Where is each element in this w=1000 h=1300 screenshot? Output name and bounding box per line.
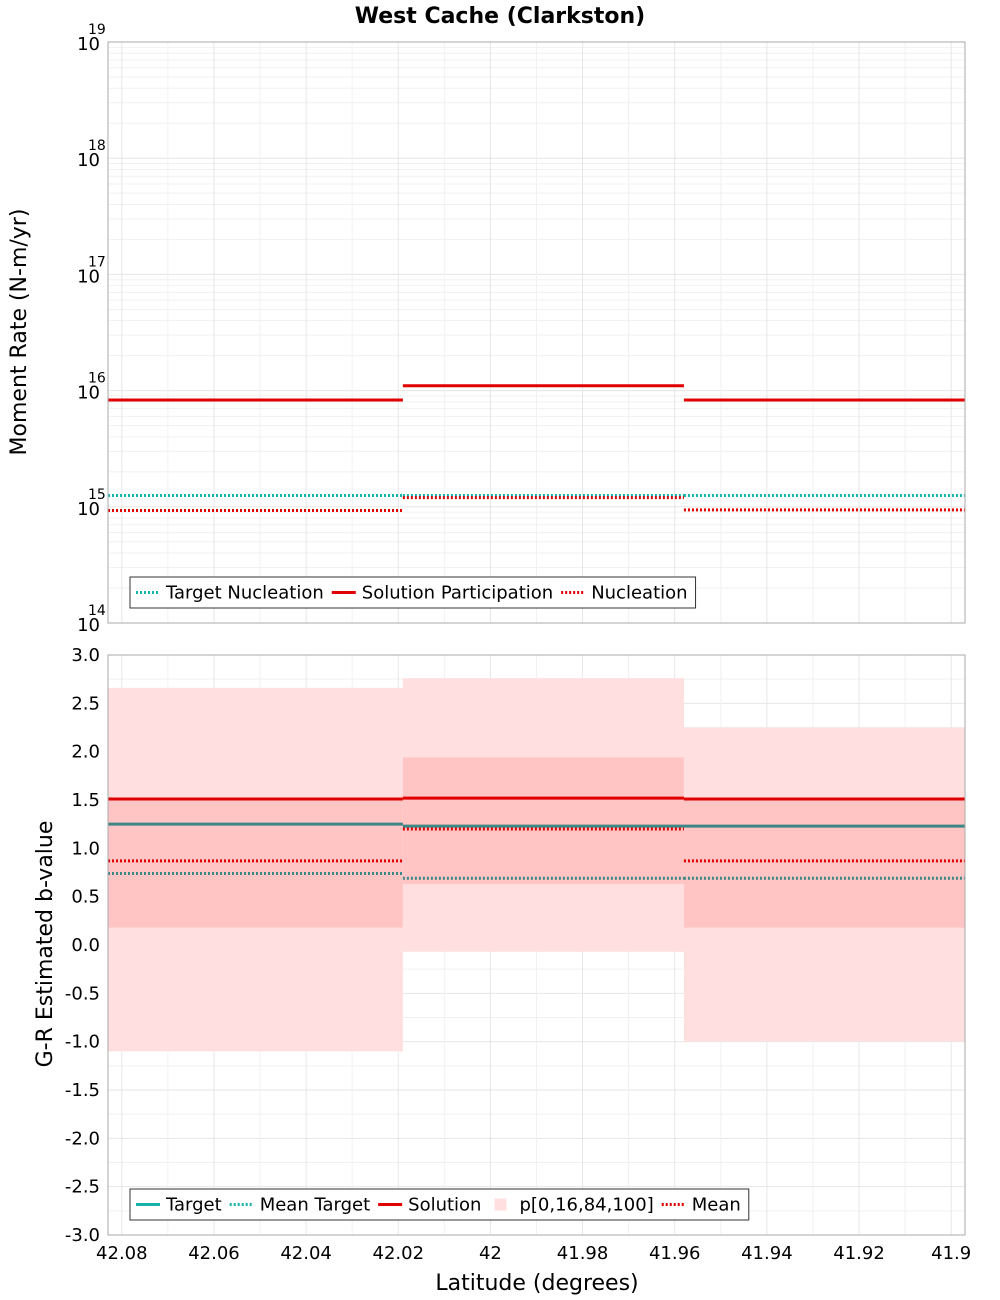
b-value-panel: 3.0 2.5 2.0 1.5 1.0 0.5 0.0 -0.5 -1.0 -1.5 -2.0 -2.… [33,645,971,1264]
legend-label: Solution [408,1195,481,1216]
y-tick-label: 10 [77,34,100,55]
y-tick-label: -2.5 [65,1177,100,1198]
y-tick-label: 10 [77,150,100,171]
band-p16-p84 [402,757,684,885]
y-tick-label: 0.5 [71,887,100,908]
y-tick-label: 3.0 [71,645,100,666]
legend-label: Nucleation [591,583,687,604]
moment-rate-series [108,384,965,512]
y-tick-exponent: 14 [88,603,106,619]
y-tick-label: -0.5 [65,983,100,1004]
legend-label: Mean [692,1195,741,1216]
y-tick-exponent: 19 [88,22,106,38]
y-tick-label: -3.0 [65,1225,100,1246]
y-tick-label: 10 [77,383,100,404]
y-tick-label: -1.5 [65,1080,100,1101]
y-tick-label: 0.0 [71,935,100,956]
y-tick-label: -2.0 [65,1128,100,1149]
moment-rate-frame [107,41,966,624]
x-axis-label: Latitude (degrees) [435,1271,638,1296]
y-tick-exponent: 15 [88,487,106,503]
y-tick-label: 2.5 [71,693,100,714]
moment-rate-grid [108,41,965,624]
y-tick-label: 2.0 [71,742,100,763]
b-value-frame [107,654,966,1236]
legend-box [129,1188,750,1221]
y-tick-label: -1.0 [65,1032,100,1053]
b-value-percentile-bands [108,678,965,1052]
moment-rate-y-label: Moment Rate (N-m/yr) [7,209,32,456]
legend-label: Target [165,1195,222,1216]
x-tick-label: 42.04 [280,1243,332,1264]
y-tick-label: 10 [77,499,100,520]
b-value-y-ticks: 3.0 2.5 2.0 1.5 1.0 0.5 0.0 -0.5 -1.0 -1.5 -2.0 -2.… [65,645,100,1246]
y-tick-label: 10 [77,266,100,287]
x-tick-label: 41.96 [649,1243,701,1264]
band-p16-p84 [683,800,965,928]
legend-swatch [494,1198,507,1211]
y-tick-exponent: 17 [88,254,106,270]
legend-box [129,576,697,609]
x-tick-label: 41.9 [931,1243,971,1264]
x-tick-label: 42.08 [96,1243,148,1264]
x-tick-label: 41.92 [833,1243,885,1264]
x-tick-label: 42.06 [188,1243,240,1264]
legend-label: Mean Target [260,1195,370,1216]
y-tick-exponent: 16 [88,371,106,387]
b-value-legend: Target Mean Target Solution p[0,16,84,100] M… [129,1188,750,1221]
b-value-series [108,796,965,880]
y-tick-label: 1.5 [71,790,100,811]
y-tick-exponent: 18 [88,138,106,154]
legend-label: p[0,16,84,100] [519,1195,653,1216]
band-p16-p84 [108,800,403,928]
plot-frame [107,654,966,1236]
legend-label: Target Nucleation [165,583,324,604]
plot-frame [107,41,966,624]
moment-rate-legend: Target Nucleation Solution Participation N… [129,576,697,609]
x-tick-label: 42 [479,1243,502,1264]
chart-title: West Cache (Clarkston) [355,4,645,29]
x-tick-label: 42.02 [373,1243,425,1264]
y-tick-label: 1.0 [71,838,100,859]
x-tick-label: 41.98 [557,1243,609,1264]
b-value-y-label: G-R Estimated b-value [33,821,58,1068]
y-tick-label: 10 [77,615,100,636]
legend-label: Solution Participation [362,583,553,604]
latitude-x-ticks: 42.08 42.06 42.04 42.02 42 41.98 41.96 41.94 41.… [96,1243,971,1264]
x-tick-label: 41.94 [741,1243,793,1264]
